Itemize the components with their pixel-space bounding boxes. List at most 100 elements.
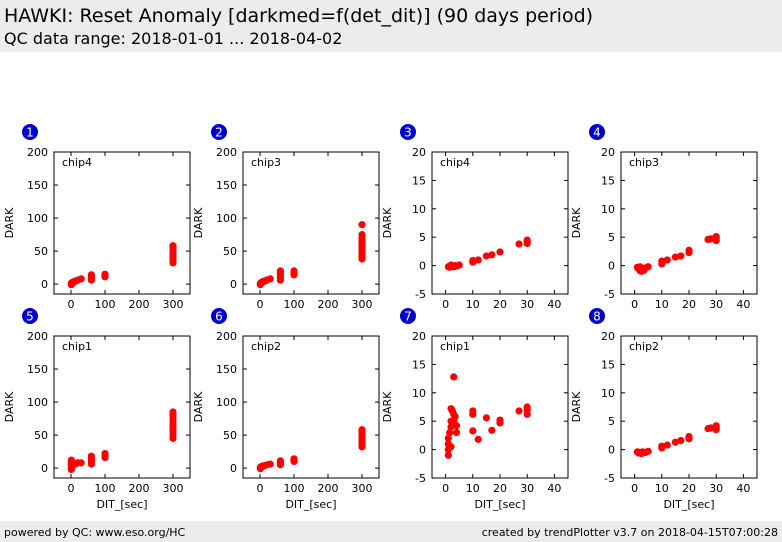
data-point	[290, 267, 298, 275]
x-tick-label: 0	[631, 298, 638, 311]
data-point	[266, 460, 274, 468]
y-tick-label: 0	[230, 278, 237, 291]
data-point	[663, 256, 671, 264]
scatter-panel-4: 0 10 20 30 40 -5 0 5 10 15 20 chip3 DARK 4	[570, 124, 758, 311]
data-point	[482, 414, 490, 422]
y-tick-label: 0	[41, 278, 48, 291]
y-tick-label: 0	[608, 444, 615, 457]
panel-number-text: 2	[215, 126, 223, 140]
x-axis-label: DIT_[sec]	[285, 498, 336, 511]
x-tick-label: 100	[284, 298, 305, 311]
x-tick-label: 300	[163, 482, 184, 495]
data-point	[644, 447, 652, 455]
y-axis-label: DARK	[570, 207, 583, 238]
data-point	[707, 424, 715, 432]
y-tick-label: 0	[608, 260, 615, 273]
y-tick-label: 10	[601, 203, 615, 216]
x-tick-label: 0	[442, 482, 449, 495]
data-point	[712, 422, 720, 430]
x-tick-label: 10	[466, 482, 480, 495]
x-tick-label: 0	[257, 482, 264, 495]
scatter-panel-7: 0 10 20 30 40 -5 0 5 10 15 20 chip1 DARK DIT_[sec] 7	[381, 308, 569, 511]
plot-frame	[242, 335, 380, 479]
panel-number-text: 7	[404, 310, 412, 324]
y-tick-label: 0	[419, 260, 426, 273]
y-tick-label: 15	[412, 358, 426, 371]
y-tick-label: 15	[412, 174, 426, 187]
y-tick-label: 20	[412, 146, 426, 159]
y-tick-label: 100	[216, 212, 237, 225]
x-tick-label: 100	[95, 482, 116, 495]
data-point	[671, 438, 680, 446]
data-point	[685, 246, 693, 254]
x-tick-label: 300	[352, 482, 373, 495]
x-tick-label: 0	[257, 298, 264, 311]
y-tick-label: 200	[216, 330, 237, 343]
panel-number-text: 6	[215, 310, 223, 324]
x-tick-label: 0	[68, 482, 75, 495]
panel-chip-label: chip2	[629, 340, 659, 353]
scatter-panel-5: 0 100 200 300 0 50 100 150 200 chip1 DARK DIT_[sec]…	[3, 308, 191, 511]
x-tick-label: 30	[709, 298, 723, 311]
y-tick-label: 50	[223, 245, 237, 258]
data-point	[469, 407, 477, 415]
y-tick-label: 100	[27, 212, 48, 225]
data-point	[276, 267, 284, 275]
x-tick-label: 0	[68, 298, 75, 311]
y-tick-label: 150	[216, 179, 237, 192]
data-point	[677, 252, 685, 260]
data-point	[77, 275, 85, 283]
y-tick-label: 150	[27, 179, 48, 192]
panel-number-badge	[22, 124, 38, 140]
panel-number-badge	[400, 308, 416, 324]
plot-frame	[242, 151, 380, 295]
data-point	[101, 449, 109, 458]
panel-chip-label: chip3	[629, 156, 659, 169]
data-point	[446, 428, 454, 437]
panel-number-text: 5	[26, 310, 34, 324]
y-tick-label: 0	[41, 462, 48, 475]
x-tick-label: 40	[736, 482, 750, 495]
x-axis-label: DIT_[sec]	[96, 498, 147, 511]
y-tick-label: -5	[415, 288, 426, 301]
header-band: HAWKI: Reset Anomaly [darkmed=f(det_dit)…	[0, 0, 782, 52]
plot-frame	[431, 151, 569, 295]
x-tick-label: 40	[547, 298, 561, 311]
x-tick-label: 200	[129, 482, 150, 495]
data-point	[358, 426, 366, 434]
panel-number-badge	[211, 124, 227, 140]
data-point	[266, 275, 274, 283]
x-tick-label: 100	[95, 298, 116, 311]
plot-frame	[53, 335, 191, 479]
data-point	[488, 426, 496, 434]
scatter-panel-2: 0 100 200 300 0 50 100 150 200 chip3 DARK 2	[192, 124, 380, 311]
data-point	[496, 416, 504, 424]
x-tick-label: 10	[466, 298, 480, 311]
y-tick-label: 5	[419, 231, 426, 244]
x-tick-label: 10	[655, 298, 669, 311]
data-point	[455, 261, 463, 269]
panel-number-badge	[589, 308, 605, 324]
data-point	[712, 233, 720, 241]
data-point	[358, 230, 366, 239]
panel-chip-label: chip2	[251, 340, 281, 353]
page-title: HAWKI: Reset Anomaly [darkmed=f(det_dit)…	[4, 5, 594, 27]
data-point	[474, 256, 482, 264]
scatter-panel-3: 0 10 20 30 40 -5 0 5 10 15 20 chip4 DARK 3	[381, 124, 569, 311]
data-point	[444, 434, 452, 442]
data-point	[671, 253, 680, 261]
x-tick-label: 40	[736, 298, 750, 311]
x-tick-label: 10	[655, 482, 669, 495]
data-point	[87, 271, 95, 279]
y-tick-label: 50	[223, 429, 237, 442]
data-point	[658, 257, 666, 265]
data-point	[496, 248, 504, 256]
y-axis-label: DARK	[192, 391, 205, 422]
y-axis-label: DARK	[3, 207, 16, 238]
y-tick-label: 5	[608, 231, 615, 244]
data-point	[452, 422, 461, 430]
data-point	[447, 443, 455, 451]
plot-frame	[53, 151, 191, 295]
y-tick-label: 20	[601, 146, 615, 159]
data-point	[677, 436, 685, 445]
